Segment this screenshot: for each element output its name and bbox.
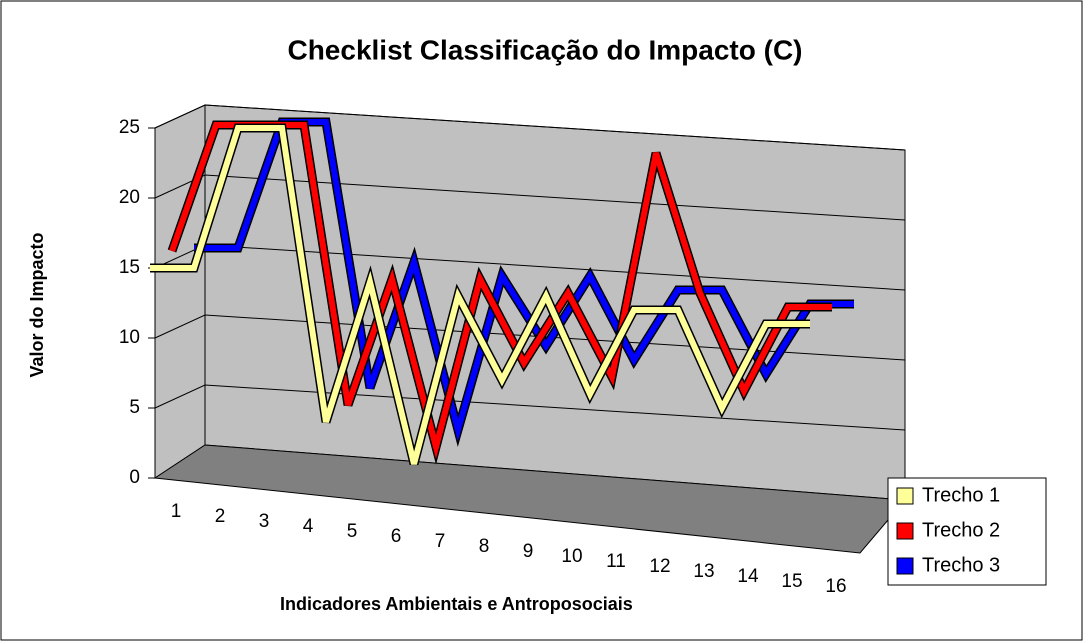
x-axis-label: Indicadores Ambientais e Antroposociais xyxy=(280,594,633,614)
y-tick-label: 15 xyxy=(119,257,140,278)
x-tick-label: 1 xyxy=(171,501,182,522)
legend-label: Trecho 2 xyxy=(922,519,1000,541)
line xyxy=(150,125,810,465)
x-tick-label: 13 xyxy=(693,561,714,582)
x-tick-label: 5 xyxy=(347,521,358,542)
y-tick-label: 25 xyxy=(119,117,140,138)
x-tick-label: 8 xyxy=(479,536,490,557)
x-tick-label: 11 xyxy=(606,551,626,572)
y-tick-label: 20 xyxy=(119,187,140,208)
y-axis-label: Valor do Impacto xyxy=(27,232,47,377)
x-tick-label: 6 xyxy=(391,526,402,547)
legend-swatch xyxy=(896,557,914,575)
series xyxy=(150,123,810,466)
x-tick-label: 9 xyxy=(523,541,534,562)
grid-line xyxy=(154,384,906,431)
x-tick-label: 15 xyxy=(781,571,802,592)
chart-title: Checklist Classificação do Impacto (C) xyxy=(287,34,802,65)
grid-line xyxy=(154,104,906,151)
x-tick-label: 2 xyxy=(215,506,226,527)
x-tick-label: 16 xyxy=(825,576,846,597)
y-tick-label: 10 xyxy=(119,327,140,348)
grid-line xyxy=(154,314,906,361)
legend-label: Trecho 1 xyxy=(922,484,1000,506)
x-tick-label: 7 xyxy=(435,531,446,552)
x-tick-label: 10 xyxy=(561,546,582,567)
legend-swatch xyxy=(896,487,914,505)
side-wall xyxy=(154,104,206,479)
x-tick-label: 12 xyxy=(649,556,670,577)
legend-label: Trecho 3 xyxy=(922,554,1000,576)
y-tick-label: 5 xyxy=(129,397,140,418)
x-tick-label: 14 xyxy=(737,566,759,587)
y-tick-label: 0 xyxy=(129,467,140,488)
legend-swatch xyxy=(896,522,914,540)
x-tick-label: 4 xyxy=(303,516,314,537)
legend xyxy=(887,477,1047,586)
x-tick-label: 3 xyxy=(259,511,270,532)
